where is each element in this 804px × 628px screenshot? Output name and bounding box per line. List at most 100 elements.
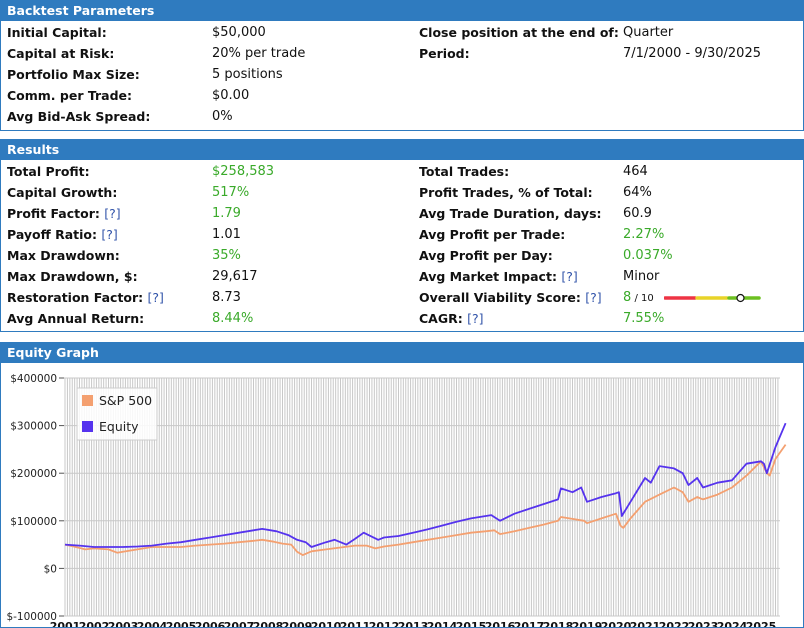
result-value: 1.01 <box>212 224 241 245</box>
help-link[interactable]: [?] <box>101 227 118 242</box>
series-line-equity <box>64 422 787 548</box>
x-tick-label: 2015 <box>456 620 487 627</box>
result-label-text: Max Drawdown, $: <box>7 269 138 284</box>
param-value: 20% per trade <box>212 46 306 61</box>
result-label: Overall Viability Score: [?] <box>419 287 602 308</box>
y-tick-label: $200000 <box>10 468 57 480</box>
result-label-text: Avg Profit per Trade: <box>419 227 566 242</box>
result-label-text: Profit Factor: <box>7 206 100 221</box>
legend-label: Equity <box>99 419 139 434</box>
result-label-text: Avg Market Impact: <box>419 269 557 284</box>
results-panel: Results Total Profit: $258,583 Capital Gro… <box>0 139 804 332</box>
x-tick-label: 2014 <box>427 620 458 627</box>
result-label-text: Avg Annual Return: <box>7 311 145 326</box>
backtest-parameters-header: Backtest Parameters <box>1 1 803 21</box>
x-tick-label: 2023 <box>688 620 719 627</box>
x-tick-label: 2008 <box>253 620 284 627</box>
result-value: 64% <box>623 182 652 203</box>
result-label: Total Trades: <box>419 161 509 182</box>
x-tick-label: 2022 <box>659 620 690 627</box>
result-label: Restoration Factor: [?] <box>7 287 164 308</box>
result-value: 7.55% <box>623 308 664 329</box>
result-label-text: Overall Viability Score: <box>419 290 581 305</box>
results-header: Results <box>1 140 803 160</box>
y-tick-label: $100000 <box>10 516 57 528</box>
result-label: Profit Trades, % of Total: <box>419 182 593 203</box>
equity-graph-panel: Equity Graph $400000 $300000 $200000 $10000… <box>0 342 804 628</box>
result-label-text: Avg Trade Duration, days: <box>419 206 602 221</box>
y-tick-label: $300000 <box>10 421 57 433</box>
result-label: Max Drawdown, $: <box>7 266 138 287</box>
x-tick-label: 2002 <box>79 620 110 627</box>
result-value-text: 517% <box>212 185 250 200</box>
result-label-text: Restoration Factor: <box>7 290 144 305</box>
result-value-text: 8.44% <box>212 311 254 326</box>
param-label: Portfolio Max Size: <box>7 67 140 82</box>
result-value: 8.44% <box>212 308 253 329</box>
result-label: Avg Profit per Trade: <box>419 224 565 245</box>
equity-graph-header: Equity Graph <box>1 343 803 363</box>
result-value: 2.27% <box>623 224 664 245</box>
result-value-text: 8 <box>623 290 632 305</box>
result-value: 8.73 <box>212 287 241 308</box>
help-link[interactable]: [?] <box>561 269 578 284</box>
result-label: Total Profit: <box>7 161 90 182</box>
result-value: $258,583 <box>212 161 274 182</box>
result-value: Minor <box>623 266 659 287</box>
series-line-sp500 <box>64 444 787 556</box>
x-tick-label: 2018 <box>543 620 574 627</box>
result-value-text: 1.79 <box>212 206 241 221</box>
result-value-text: 7.55% <box>623 311 665 326</box>
viability-score-bar <box>662 293 761 302</box>
result-value: 0.037% <box>623 245 673 266</box>
result-value: 464 <box>623 161 648 182</box>
result-value-text: $258,583 <box>212 164 275 179</box>
x-tick-label: 2020 <box>601 620 632 627</box>
param-value: $50,000 <box>212 25 266 40</box>
param-label: Capital at Risk: <box>7 46 115 61</box>
result-label-text: Total Profit: <box>7 164 90 179</box>
grid <box>64 377 780 617</box>
result-label: Avg Market Impact: [?] <box>419 266 578 287</box>
help-link[interactable]: [?] <box>467 311 484 326</box>
x-tick-label: 2019 <box>572 620 603 627</box>
result-label-text: Total Trades: <box>419 164 510 179</box>
result-value-text: 29,617 <box>212 269 258 284</box>
legend-swatch <box>82 421 93 432</box>
param-value: $0.00 <box>212 88 250 103</box>
result-value-text: Minor <box>623 269 660 284</box>
y-tick-label: $400000 <box>10 373 57 385</box>
y-tick-label: $0 <box>44 563 57 575</box>
equity-chart: $400000 $300000 $200000 $100000 $0 $-100000 20… <box>6 373 787 628</box>
result-label: Avg Trade Duration, days: <box>419 203 602 224</box>
help-link[interactable]: [?] <box>585 290 602 305</box>
result-label: CAGR: [?] <box>419 308 483 329</box>
param-value: 5 positions <box>212 67 283 82</box>
help-link[interactable]: [?] <box>104 206 121 221</box>
result-label: Payoff Ratio: [?] <box>7 224 118 245</box>
result-label-text: CAGR: <box>419 311 463 326</box>
x-tick-label: 2009 <box>282 620 313 627</box>
param-value: 0% <box>212 109 233 124</box>
legend-swatch <box>82 395 93 406</box>
result-value-text: 1.01 <box>212 227 241 242</box>
x-tick-label: 2021 <box>630 620 661 627</box>
score-denominator: / 10 <box>631 293 654 304</box>
result-label-text: Avg Profit per Day: <box>419 248 553 263</box>
result-value: 517% <box>212 182 249 203</box>
result-value-text: 64% <box>623 185 652 200</box>
x-tick-label: 2012 <box>369 620 400 627</box>
result-label: Avg Annual Return: <box>7 308 144 329</box>
result-value: 60.9 <box>623 203 652 224</box>
x-tick-label: 2016 <box>485 620 516 627</box>
x-tick-label: 2010 <box>311 620 342 627</box>
x-tick-label: 2017 <box>514 620 545 627</box>
result-label: Avg Profit per Day: <box>419 245 553 266</box>
result-label-text: Profit Trades, % of Total: <box>419 185 593 200</box>
help-link[interactable]: [?] <box>147 290 164 305</box>
x-tick-label: 2006 <box>195 620 226 627</box>
param-label: Initial Capital: <box>7 25 107 40</box>
param-label: Period: <box>419 46 470 61</box>
x-tick-label: 2025 <box>746 620 777 627</box>
y-tick-label: $-100000 <box>6 611 57 623</box>
